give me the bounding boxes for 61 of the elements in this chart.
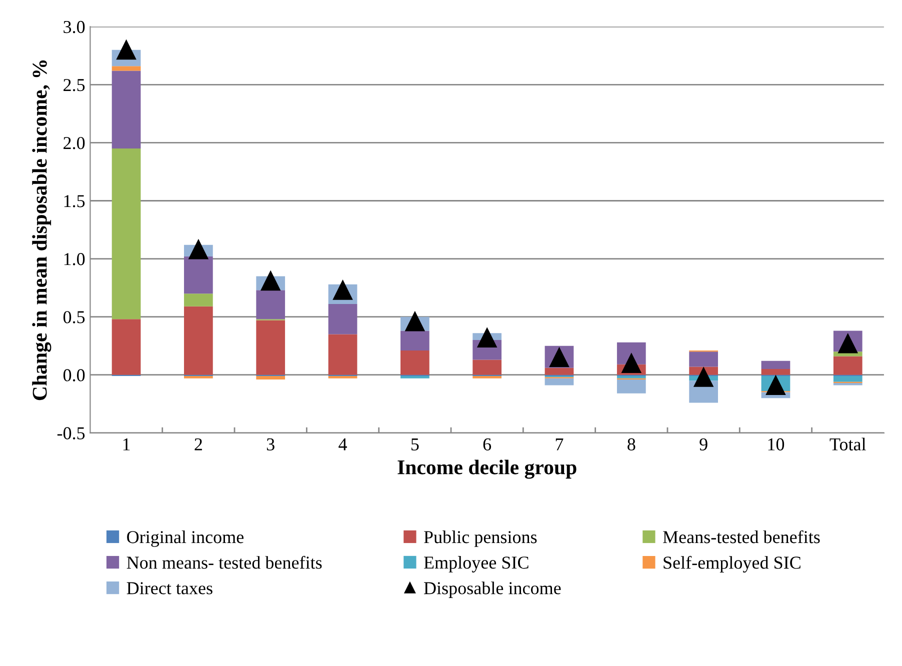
point (333, 280, 352, 300)
bar (544, 378, 574, 386)
legend-label: Non means- tested benefits (126, 556, 322, 569)
bar (184, 306, 213, 375)
x-tick-label: 5 (411, 438, 419, 450)
bar (328, 334, 358, 375)
bar (689, 352, 718, 367)
bar (112, 66, 141, 71)
legend-label: Employee SIC (424, 556, 528, 572)
x-tick-label: 1 (123, 438, 130, 450)
point (188, 240, 208, 260)
bar (112, 70, 141, 149)
x-tick-label: 7 (556, 438, 564, 450)
point (477, 328, 497, 348)
bar (761, 369, 790, 375)
y-tick-label: -0.5 (57, 427, 85, 440)
x-tick-label: Total (830, 438, 866, 450)
y-tick-label: 2.0 (64, 136, 85, 150)
bar (112, 148, 141, 320)
point (116, 40, 136, 60)
point (405, 312, 425, 332)
x-tick-label: 6 (483, 438, 492, 450)
y-tick-label: 1.5 (64, 195, 85, 208)
bar (544, 368, 574, 375)
legend-label: Public pensions (424, 530, 537, 547)
x-tick-label: 8 (628, 438, 636, 450)
bar (256, 290, 286, 320)
point (694, 367, 714, 387)
bar (616, 380, 646, 394)
point (766, 376, 786, 396)
bar (112, 319, 141, 375)
y-tick-label: 3.0 (64, 20, 85, 34)
bar (833, 382, 862, 386)
y-tick-label: 0.0 (63, 369, 85, 382)
x-tick-label: 4 (338, 438, 347, 450)
bar (472, 360, 502, 375)
x-tick-label: 10 (768, 438, 784, 450)
legend-label: Direct taxes (126, 582, 212, 594)
bar (833, 356, 862, 375)
point (260, 271, 280, 291)
bar (833, 376, 862, 382)
legend-label: Means-tested benefits (663, 530, 820, 544)
legend-label: Disposable income (424, 582, 561, 598)
x-axis-title: Income decile group (398, 460, 576, 479)
bar (184, 294, 213, 306)
y-tick-label: 1.0 (64, 253, 85, 266)
y-tick-label: 0.5 (63, 311, 85, 324)
legend-label: Self-employed SIC (664, 556, 800, 573)
bar (256, 320, 286, 375)
x-tick-label: 2 (194, 438, 202, 450)
bar (184, 256, 213, 294)
bar (761, 360, 790, 370)
bar (328, 304, 358, 334)
y-axis-title: Change in mean disposable income, % (32, 60, 52, 400)
bar (400, 330, 430, 350)
y-tick-label: 2.5 (64, 78, 85, 92)
bar (256, 376, 286, 380)
x-tick-label: 9 (700, 438, 708, 450)
legend-label: Original income (127, 530, 244, 547)
bar (400, 350, 430, 375)
x-tick-label: 3 (266, 438, 274, 450)
